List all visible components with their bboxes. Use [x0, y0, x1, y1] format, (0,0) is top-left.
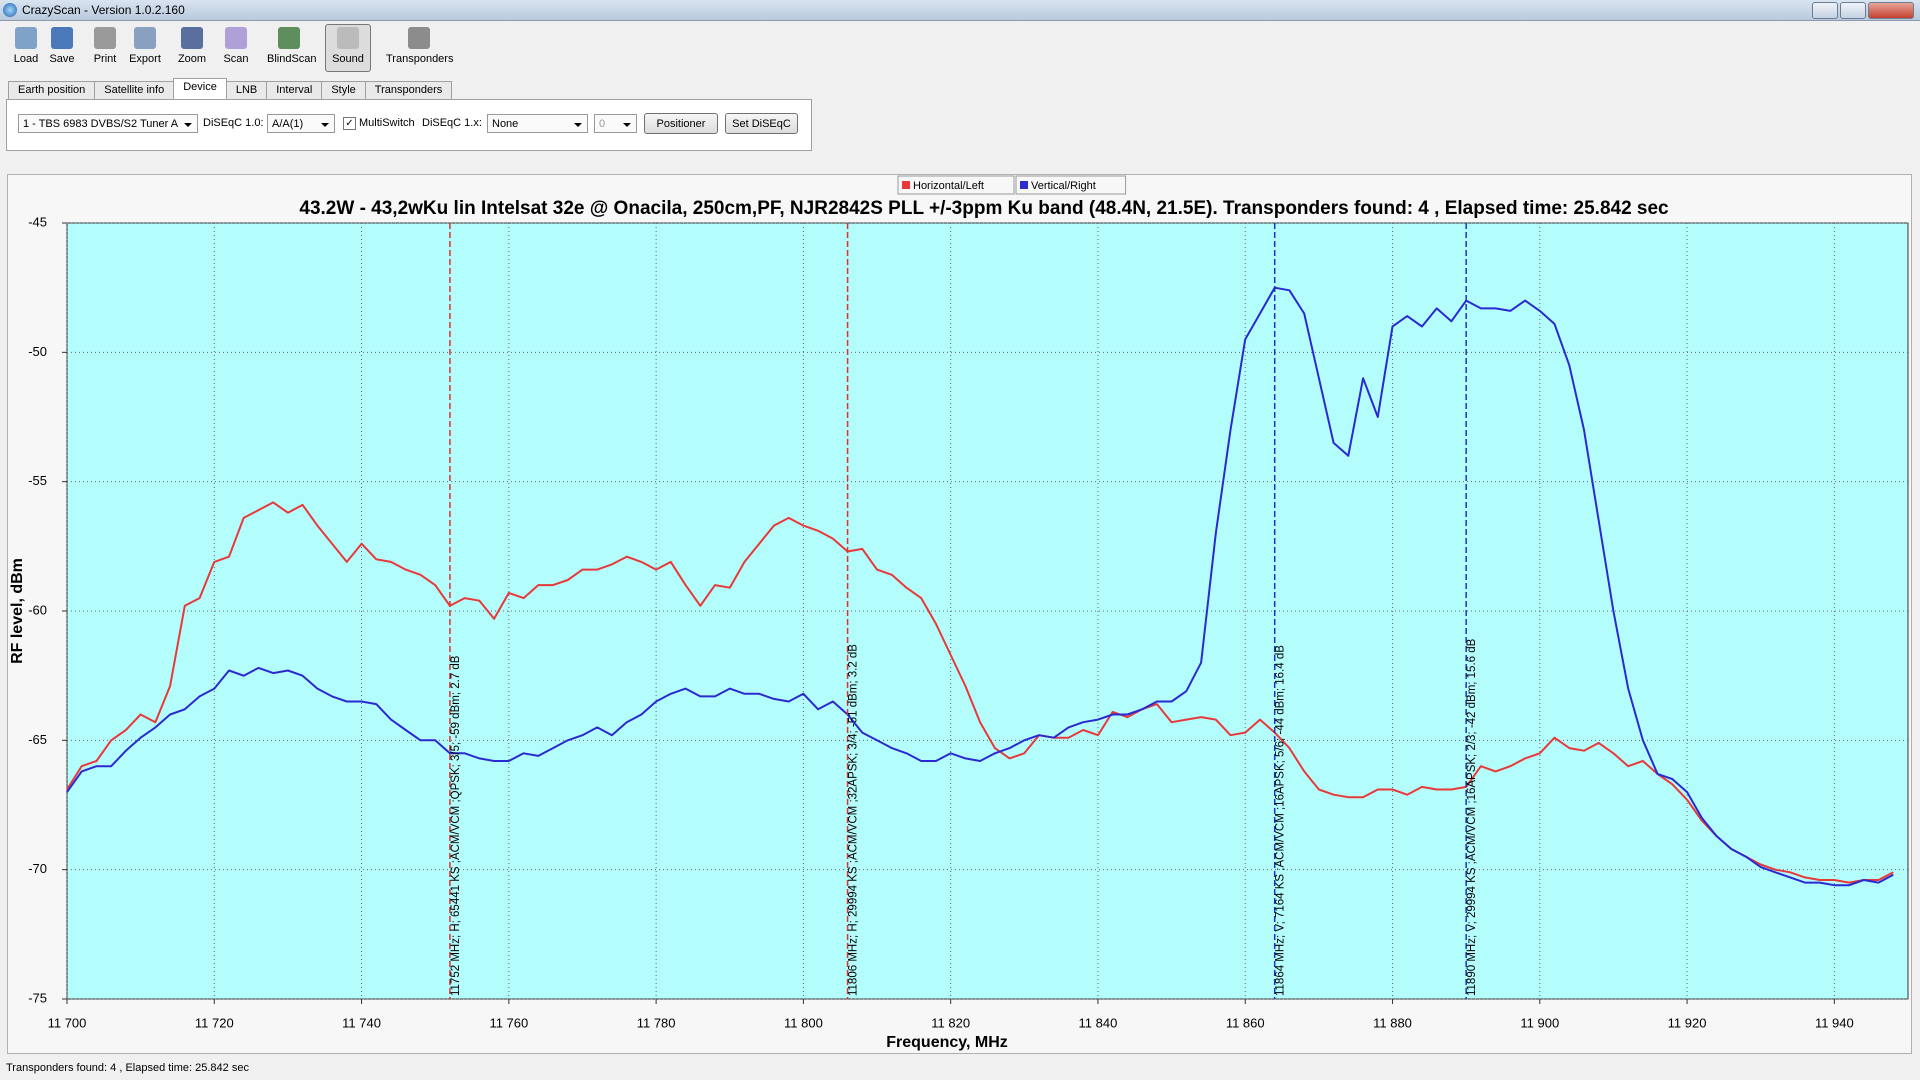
x-tick-label: 11 860 [1226, 1015, 1265, 1030]
x-tick-label: 11 700 [48, 1015, 87, 1030]
series-line [66, 286, 1894, 887]
y-tick-label: -60 [28, 602, 47, 617]
positioner-button[interactable]: Positioner [644, 113, 718, 134]
x-tick-label: 11 940 [1815, 1015, 1854, 1030]
toolbar-button[interactable]: Zoom [170, 25, 214, 71]
toolbar-button[interactable]: Export [123, 25, 167, 71]
legend-swatch [1020, 181, 1028, 189]
maximize-button[interactable] [1840, 2, 1866, 19]
toolbar-label: Sound [332, 53, 364, 65]
toolbar-icon [134, 27, 156, 49]
toolbar-icon [225, 27, 247, 49]
toolbar-label: Export [129, 53, 161, 65]
toolbar-button[interactable]: Save [40, 25, 84, 71]
app-icon [3, 3, 17, 17]
toolbar-label: Save [49, 53, 75, 65]
toolbar-label: Load [13, 53, 39, 65]
toolbar-icon [278, 27, 300, 49]
multiswitch-checkbox[interactable]: ✓ [343, 117, 356, 130]
x-tick-label: 11 880 [1373, 1015, 1412, 1030]
tuner-select[interactable]: 1 - TBS 6983 DVBS/S2 Tuner A [18, 114, 198, 133]
toolbar-label: Scan [223, 53, 249, 65]
y-tick-label: -65 [28, 732, 47, 747]
diseqc10-select[interactable]: A/A(1) [267, 114, 335, 133]
x-tick-label: 11 780 [637, 1015, 676, 1030]
tab[interactable]: Device [173, 78, 227, 100]
x-tick-label: 11 800 [784, 1015, 823, 1030]
transponder-label: 11890 MHz; V; 29994 KS ;ACM/VCM ;16APSK;… [1466, 638, 1478, 996]
y-tick-label: -75 [28, 990, 47, 1005]
y-tick-label: -70 [28, 861, 47, 876]
y-tick-label: -50 [28, 344, 47, 359]
x-tick-label: 11 740 [342, 1015, 381, 1030]
close-button[interactable] [1868, 2, 1914, 19]
toolbar-label: BlindScan [267, 53, 317, 65]
toolbar-button[interactable]: BlindScan [267, 25, 317, 71]
toolbar-icon [337, 27, 359, 49]
tab[interactable]: Transponders [364, 81, 453, 100]
diseqc1x-label: DiSEqC 1.x: [422, 117, 482, 129]
toolbar-button[interactable]: Load [4, 25, 48, 71]
tab[interactable]: Earth position [8, 81, 96, 100]
series-line [66, 501, 1894, 884]
multiswitch-label: MultiSwitch [359, 117, 415, 129]
toolbar-icon [181, 27, 203, 49]
chart-title: 43.2W - 43,2wKu lin Intelsat 32e @ Onaci… [299, 198, 1669, 219]
diseqc-spinner[interactable]: 0 [594, 114, 637, 133]
toolbar-icon [15, 27, 37, 49]
x-tick-label: 11 840 [1079, 1015, 1118, 1030]
x-tick-label: 11 900 [1520, 1015, 1559, 1030]
toolbar-label: Zoom [177, 53, 207, 65]
tab[interactable]: LNB [225, 81, 268, 100]
set-diseqc-button[interactable]: Set DiSEqC [725, 113, 798, 134]
transponder-label: 11752 MHz; H; 65441 KS ;ACM/VCM ;QPSK; 3… [450, 655, 462, 996]
toolbar-label: Transponders [386, 53, 454, 65]
minimize-button[interactable] [1812, 2, 1838, 19]
window-title: CrazyScan - Version 1.0.2.160 [22, 3, 185, 17]
title-bar: CrazyScan - Version 1.0.2.160 [0, 0, 1920, 21]
x-tick-label: 11 920 [1668, 1015, 1707, 1030]
y-axis-label: RF level, dBm [9, 558, 26, 664]
toolbar-label: Print [93, 53, 117, 65]
y-tick-label: -45 [28, 214, 47, 229]
diseqc1x-select[interactable]: None [487, 114, 588, 133]
transponder-label: 11864 MHz; V; 7164 KS ;ACM/VCM ;16APSK; … [1275, 645, 1287, 996]
toolbar-button[interactable]: Print [83, 25, 127, 71]
x-tick-label: 11 760 [489, 1015, 528, 1030]
toolbar-button[interactable]: Sound [325, 24, 371, 72]
x-axis-label: Frequency, MHz [886, 1034, 1008, 1051]
x-tick-label: 11 720 [195, 1015, 234, 1030]
toolbar-button[interactable]: Scan [214, 25, 258, 71]
tab[interactable]: Satellite info [94, 81, 175, 100]
toolbar-button[interactable]: Transponders [386, 25, 454, 71]
toolbar-icon [51, 27, 73, 49]
transponder-label: 11806 MHz; H; 29994 KS ;ACM/VCM ;32APSK;… [848, 644, 860, 996]
diseqc10-label: DiSEqC 1.0: [203, 117, 264, 129]
y-tick-label: -55 [28, 473, 47, 488]
legend-label: Horizontal/Left [913, 180, 984, 192]
tab-bar: Earth position Satellite info Device LNB Int… [8, 78, 453, 100]
toolbar-icon [94, 27, 116, 49]
legend-swatch [902, 181, 910, 189]
status-bar: Transponders found: 4 , Elapsed time: 25… [6, 1062, 249, 1074]
legend-label: Vertical/Right [1031, 180, 1096, 192]
x-tick-label: 11 820 [931, 1015, 970, 1030]
toolbar-icon [408, 27, 430, 49]
legend-box [1015, 175, 1127, 195]
legend-box [897, 175, 1015, 195]
